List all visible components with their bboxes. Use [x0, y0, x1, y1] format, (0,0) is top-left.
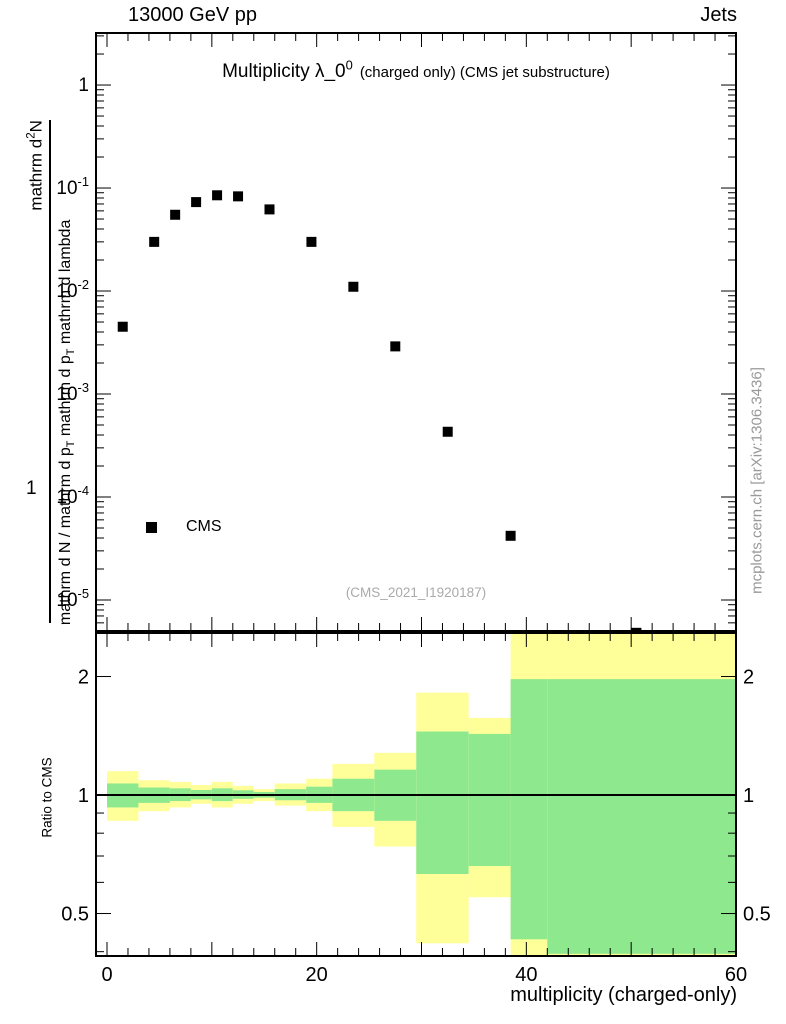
uncertainty-band-inner: [416, 731, 469, 875]
ratio-y-axis-tick-label: 0.5: [61, 904, 89, 926]
ratio-y-axis-tick-label: 2: [78, 667, 89, 689]
data-point-marker: [149, 236, 160, 247]
y-axis-tick-label: 1: [78, 75, 89, 96]
main-plot-frame: [95, 32, 737, 632]
legend-item-label: CMS: [186, 518, 222, 535]
plot-title-main: Multiplicity λ_00: [222, 58, 353, 83]
data-point-marker: [390, 341, 401, 352]
analysis-id-watermark: (CMS_2021_I1920187): [345, 585, 487, 600]
ratio-y-axis-tick-label: 1: [78, 785, 89, 807]
ratio-y-axis-tick-label-right: 1: [743, 785, 754, 807]
header-beam-energy: 13000 GeV pp: [128, 4, 257, 26]
x-axis-label: multiplicity (charged-only): [510, 984, 737, 1006]
data-point-marker: [170, 209, 181, 220]
ratio-y-axis-label: Ratio to CMS: [39, 757, 55, 838]
y-axis-label-numerator: mathrm d2N: [25, 120, 46, 211]
data-point-marker: [306, 236, 317, 247]
mcplots-arxiv-note: mcplots.cern.ch [arXiv:1306.3436]: [748, 367, 766, 594]
x-axis-tick-label: 20: [306, 964, 328, 986]
y-axis-tick-label: 10-5: [56, 586, 89, 611]
data-point-marker: [442, 426, 453, 437]
plot-title: Multiplicity λ_00 (charged only) (CMS jet…: [96, 58, 736, 83]
data-point-marker: [233, 191, 244, 202]
uncertainty-band-inner: [547, 679, 736, 954]
x-axis-tick-label: 60: [725, 964, 747, 986]
header-analysis-group: Jets: [700, 4, 737, 26]
data-point-marker: [505, 530, 516, 541]
y-axis-label-prefix: 1: [26, 478, 37, 499]
y-axis-tick-label: 10-2: [56, 277, 89, 302]
plot-title-suffix: (charged only) (CMS jet substructure): [359, 64, 610, 82]
y-axis-tick-label: 10-4: [56, 483, 89, 508]
x-axis-tick-label: 0: [101, 964, 112, 986]
y-axis-label-denominator: mathrm d N / mathrm d pT mathrm d pT mat…: [56, 219, 78, 626]
data-point-marker: [117, 321, 128, 332]
x-axis-tick-label: 40: [515, 964, 537, 986]
data-point-marker: [631, 627, 642, 631]
uncertainty-band-inner: [510, 679, 548, 940]
y-axis-label-fraction-bar: [49, 120, 51, 623]
data-point-marker: [191, 197, 202, 208]
data-point-marker: [264, 204, 275, 215]
data-points: [117, 190, 642, 631]
ratio-y-axis-tick-label-right: 0.5: [743, 904, 771, 926]
data-point-marker: [348, 281, 359, 292]
data-point-marker: [212, 190, 223, 201]
y-axis-tick-label: 10-1: [56, 174, 89, 199]
axis-ticks: [97, 34, 737, 955]
uncertainty-band-inner: [468, 733, 511, 867]
y-axis-tick-label: 10-3: [56, 380, 89, 405]
legend-marker-square-icon: [146, 522, 157, 533]
ratio-plot-frame: [95, 632, 737, 957]
ratio-y-axis-tick-label-right: 2: [743, 667, 754, 689]
